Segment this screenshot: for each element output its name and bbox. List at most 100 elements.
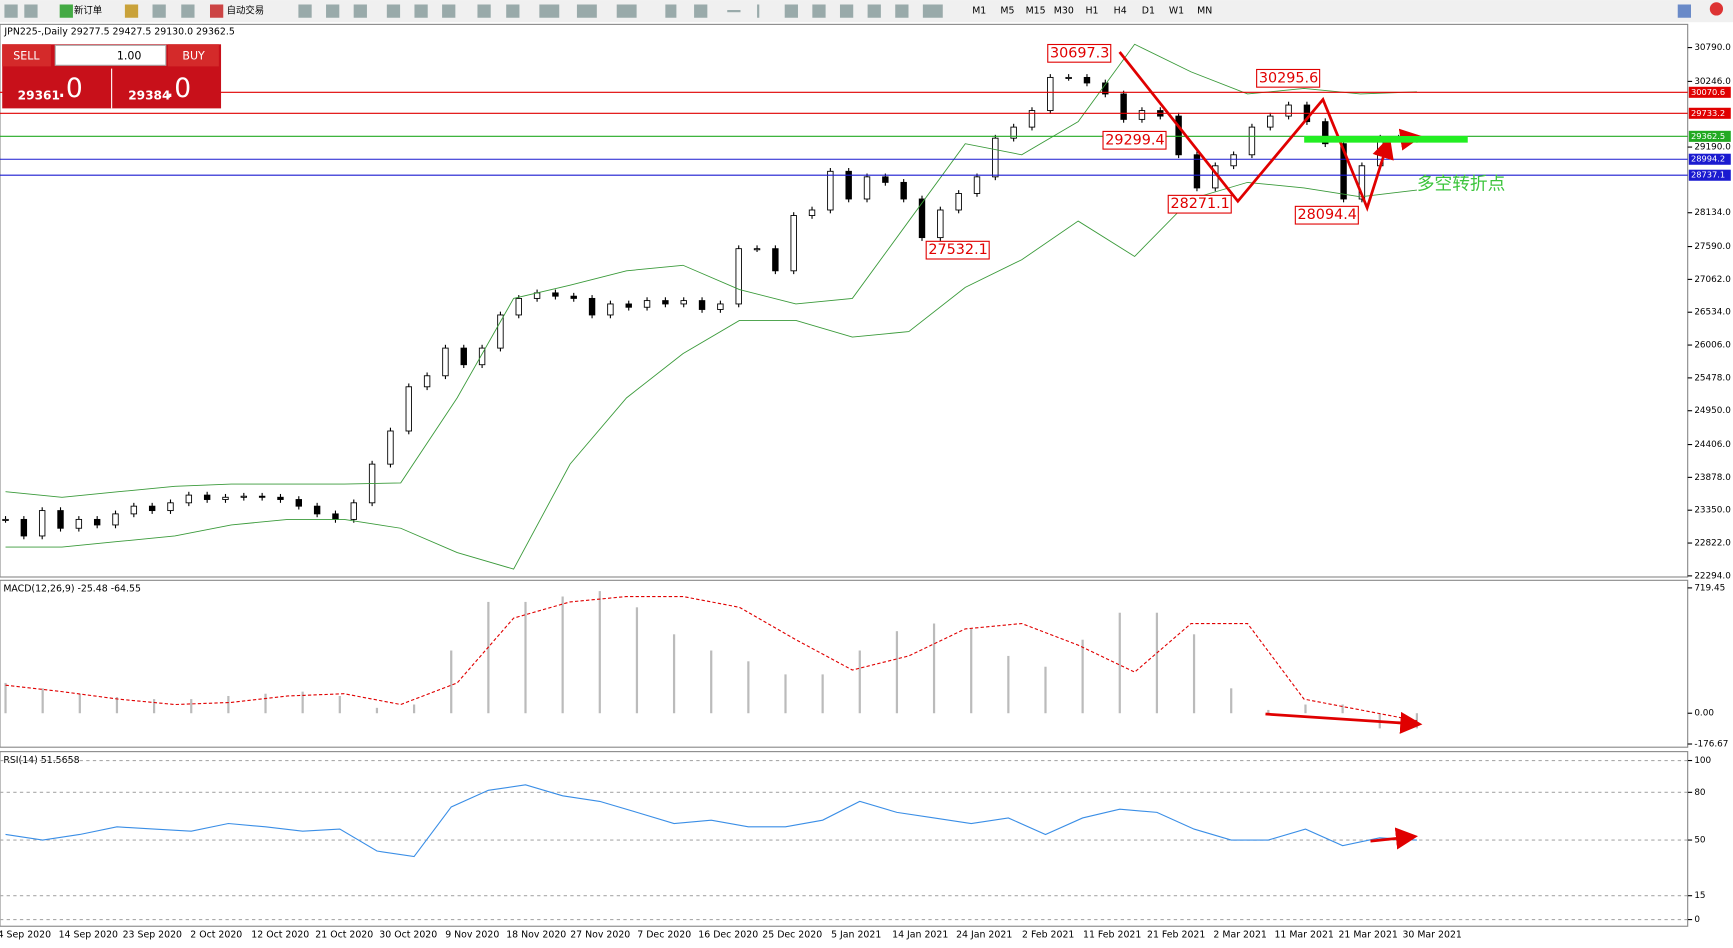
candle — [222, 496, 229, 500]
candle — [808, 209, 816, 216]
y-tick-label: 27062.0 — [1694, 275, 1731, 285]
macd-bar — [1007, 655, 1010, 714]
toolbar-icons — [4, 2, 1724, 18]
y-tick-label: 30790.0 — [1694, 43, 1731, 53]
x-tick-label: 14 Sep 2020 — [59, 930, 118, 941]
macd-bar — [1192, 634, 1196, 714]
macd-bar — [747, 661, 750, 714]
price-annotation-box — [1294, 205, 1359, 225]
timeframe-button[interactable]: H1 — [1085, 6, 1098, 17]
candle — [387, 430, 394, 465]
y-tick-label: 23350.0 — [1694, 506, 1731, 516]
macd-bar — [561, 596, 564, 714]
macd-bar — [78, 693, 81, 714]
candle — [863, 176, 871, 200]
macd-bar — [1118, 612, 1121, 714]
macd-bar — [970, 628, 973, 714]
candle — [845, 170, 852, 200]
macd-bar — [338, 695, 341, 714]
y-tick-label: 26534.0 — [1694, 308, 1731, 318]
pivot-zone — [1304, 136, 1468, 143]
candle — [93, 518, 101, 526]
macd-bar — [1081, 639, 1084, 714]
x-tick-label: 4 Sep 2020 — [0, 930, 51, 941]
macd-bar — [895, 631, 899, 714]
rsi-line — [5, 784, 1417, 858]
price-tag-label: 28994.2 — [1691, 154, 1725, 164]
candle — [625, 303, 632, 308]
candle — [955, 193, 962, 211]
macd-area — [0, 579, 1689, 748]
sell-button[interactable] — [2, 44, 51, 67]
candle — [992, 137, 999, 178]
price-tag — [1688, 130, 1731, 142]
buy-label[interactable]: BUY — [182, 49, 205, 62]
candle — [1267, 115, 1274, 128]
macd-bar — [598, 591, 601, 714]
macd-bar — [115, 697, 119, 714]
timeframe-button[interactable]: MN — [1197, 6, 1212, 17]
timeframe-button[interactable]: M30 — [1054, 6, 1074, 17]
macd-bar — [1155, 612, 1159, 714]
candle — [1010, 126, 1017, 139]
candle — [57, 510, 64, 529]
x-tick-label: 11 Mar 2021 — [1274, 930, 1333, 941]
candle — [937, 209, 944, 239]
x-tick-label: 16 Dec 2020 — [698, 930, 758, 941]
lots-input[interactable] — [54, 44, 167, 66]
macd-bar — [487, 601, 490, 714]
candle — [130, 505, 138, 515]
y-tick-label: -176.67 — [1694, 740, 1728, 750]
candle — [167, 502, 174, 512]
timeframe-button[interactable]: M5 — [1000, 6, 1014, 17]
macd-bar — [1044, 666, 1047, 714]
toolbar-button[interactable]: 新订单 — [74, 5, 102, 17]
price-tag-label: 30070.6 — [1691, 87, 1725, 97]
x-tick-label: 24 Jan 2021 — [956, 930, 1012, 941]
macd-bar — [1341, 704, 1344, 714]
candle — [552, 292, 559, 297]
macd-bar — [821, 674, 824, 714]
macd-bar — [1230, 688, 1233, 714]
sell-label[interactable]: SELL — [13, 49, 40, 62]
y-tick-label: 26006.0 — [1694, 341, 1731, 351]
price-annotation: 28271.1 — [1170, 196, 1229, 212]
macd-bar — [301, 691, 304, 714]
y-tick-label: 24406.0 — [1694, 440, 1731, 450]
candle — [332, 513, 339, 520]
x-tick-label: 23 Sep 2020 — [123, 930, 182, 941]
toolbar-button[interactable]: 自动交易 — [227, 5, 265, 17]
price-annotation-box — [1167, 194, 1232, 214]
candle — [643, 300, 651, 308]
price-tag-label: 29733.2 — [1691, 108, 1725, 118]
candle — [827, 170, 834, 211]
macd-bar — [710, 650, 713, 714]
timeframe-button[interactable]: M15 — [1026, 6, 1046, 17]
candle — [185, 494, 193, 504]
price-annotation: 28094.4 — [1298, 207, 1357, 223]
x-tick-label: 9 Nov 2020 — [445, 930, 499, 941]
y-tick-label: 28134.0 — [1694, 208, 1731, 218]
timeframe-button[interactable]: W1 — [1169, 6, 1184, 17]
timeframe-button[interactable]: H4 — [1114, 6, 1127, 17]
price-annotation-box — [925, 240, 990, 260]
x-tick-label: 11 Feb 2021 — [1083, 930, 1141, 941]
buy-button[interactable] — [167, 44, 219, 67]
price-annotation: 29299.4 — [1105, 132, 1164, 148]
x-tick-label: 2 Mar 2021 — [1213, 930, 1267, 941]
macd-bar — [932, 623, 936, 714]
candle — [1047, 76, 1054, 112]
y-tick-label: 24950.0 — [1694, 406, 1731, 416]
macd-bar — [450, 650, 453, 714]
y-tick-label: 50 — [1694, 836, 1706, 846]
candle — [277, 496, 284, 500]
candle — [1175, 115, 1182, 156]
timeframe-button[interactable]: D1 — [1142, 6, 1155, 17]
trade-panel: SELL BUY 1.00 29361 .0 29384 .0 — [2, 44, 222, 109]
candle — [203, 494, 211, 500]
candle — [1138, 110, 1146, 120]
candle — [497, 314, 504, 349]
timeframe-button[interactable]: M1 — [972, 6, 986, 17]
macd-bar — [227, 695, 230, 714]
